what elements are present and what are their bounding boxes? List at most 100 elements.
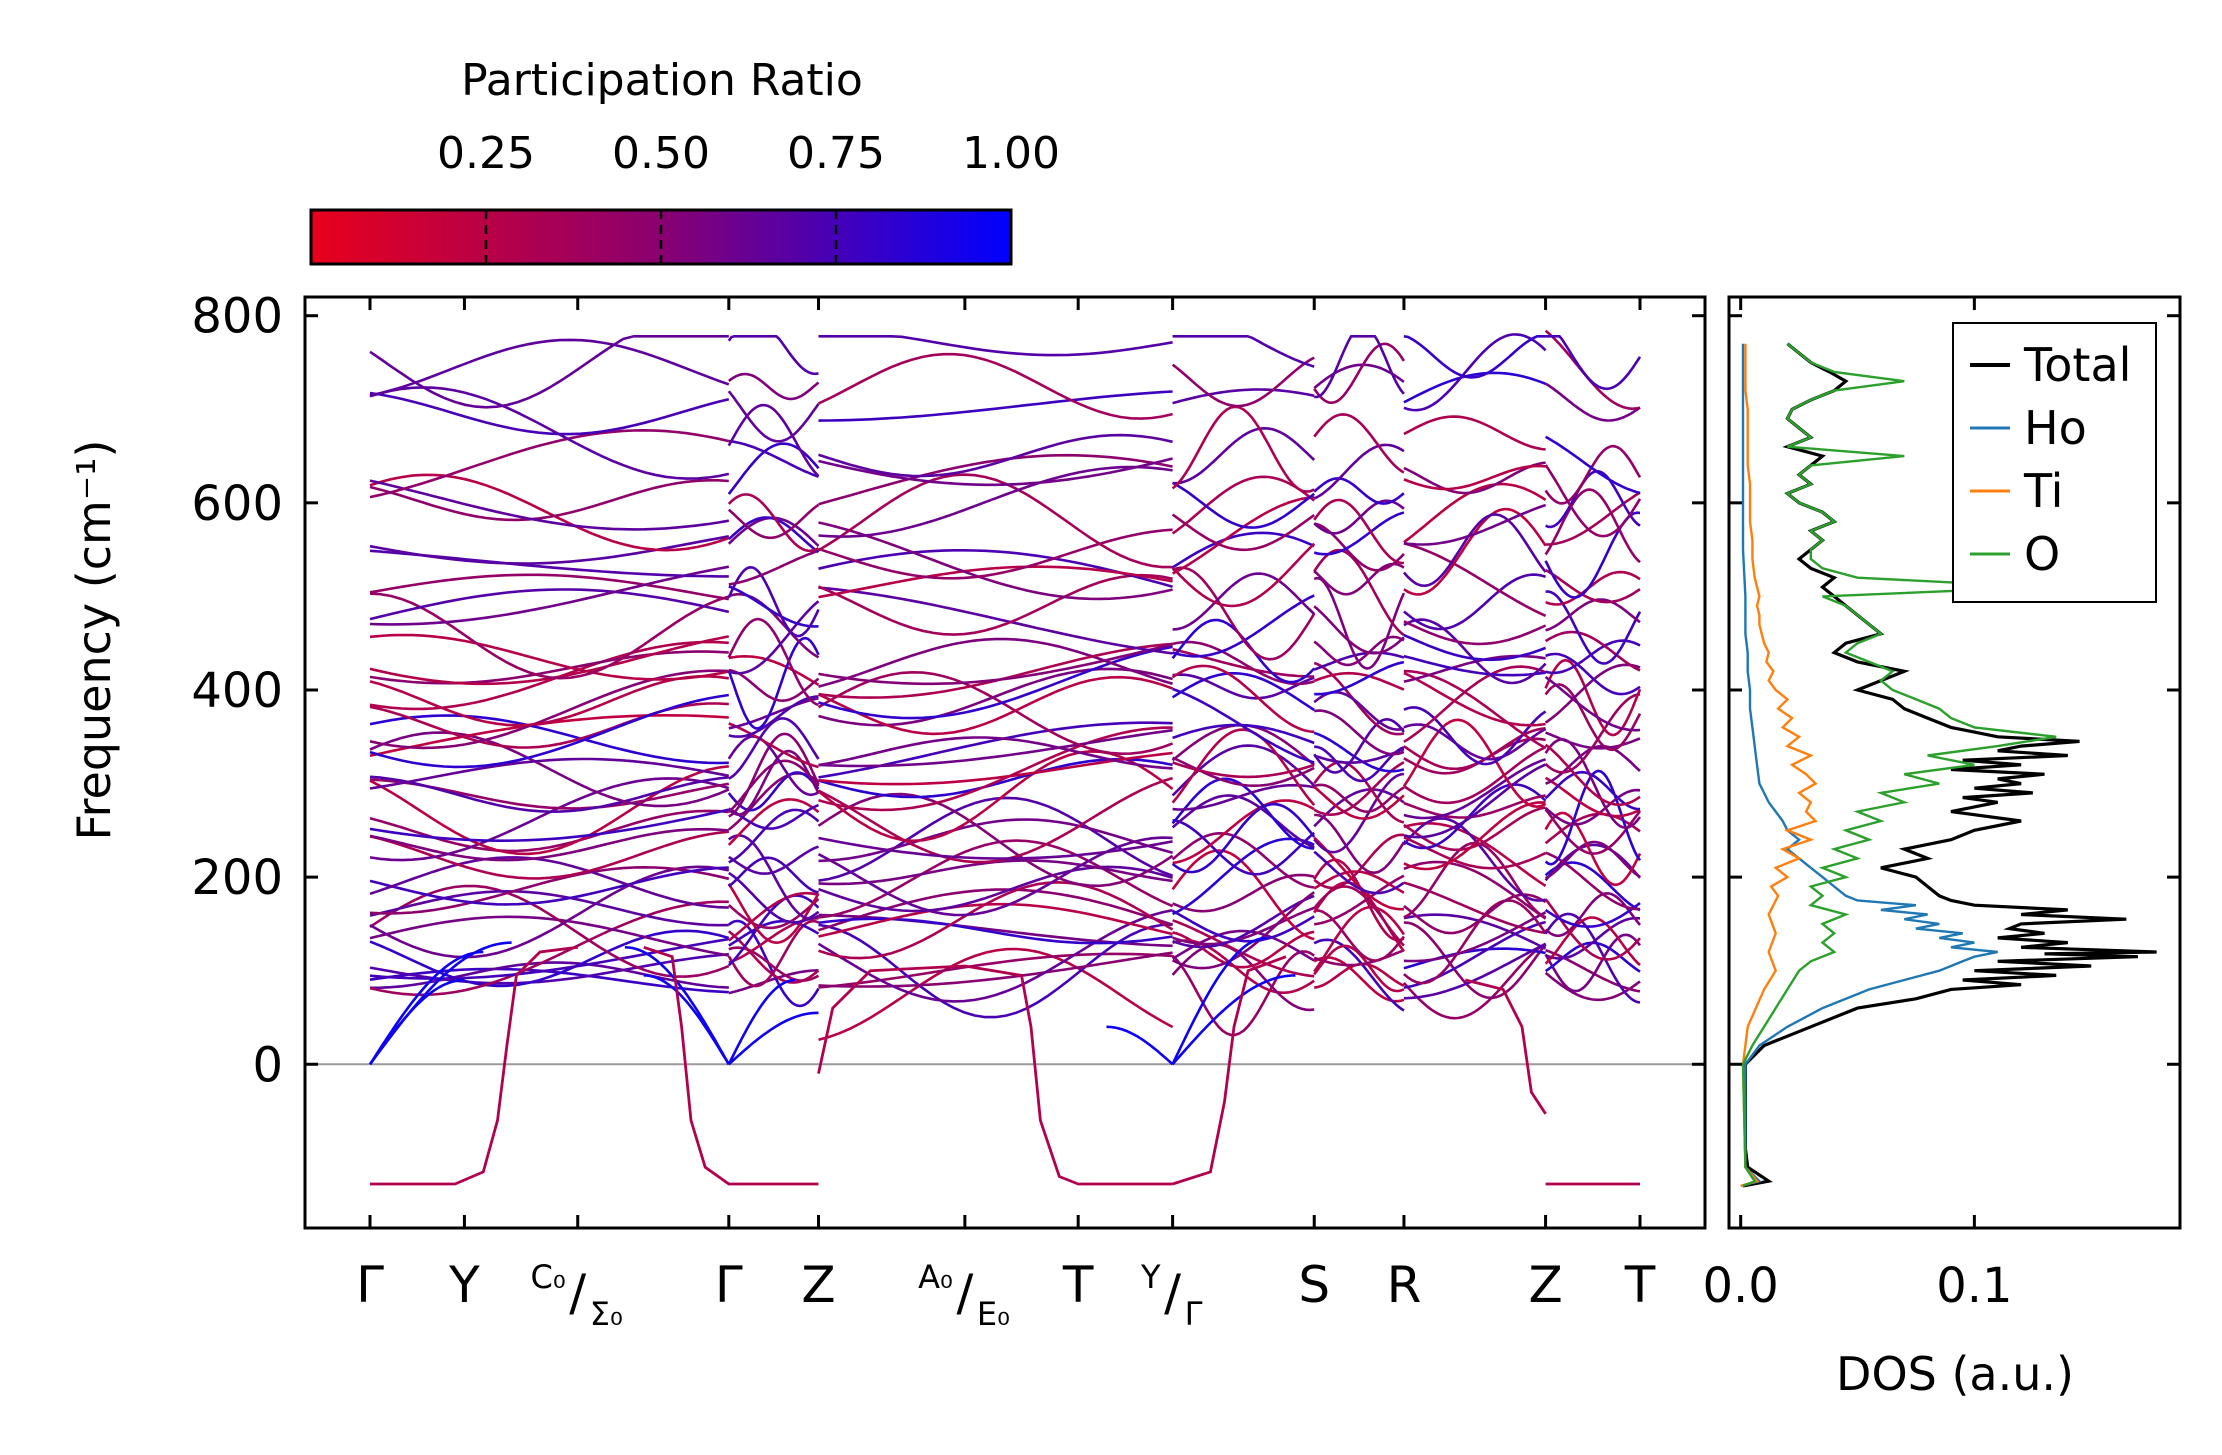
band-line xyxy=(727,493,820,553)
band-line xyxy=(369,827,729,862)
band-line xyxy=(818,951,1173,988)
band-line xyxy=(1403,503,1547,546)
band-line xyxy=(1403,665,1547,743)
band-line xyxy=(818,457,1173,487)
band-line xyxy=(1403,899,1547,985)
k-point-label: Z xyxy=(801,1256,835,1314)
band-line xyxy=(728,732,820,818)
acoustic-band-line xyxy=(1171,936,1268,1065)
band-line xyxy=(1402,942,1547,1020)
band-line xyxy=(1403,618,1547,685)
band-line xyxy=(1544,912,1641,1004)
band-line xyxy=(1403,822,1547,887)
band-line xyxy=(818,645,1173,720)
band-line xyxy=(1403,633,1547,662)
band-line xyxy=(727,617,819,707)
band-line xyxy=(1171,672,1315,712)
band-line xyxy=(1545,335,1642,391)
band-line xyxy=(1544,811,1642,887)
band-line xyxy=(818,465,1173,538)
band-line xyxy=(1403,806,1546,852)
band-line xyxy=(818,818,1173,863)
band-line xyxy=(1544,743,1641,806)
svg-text:/: / xyxy=(569,1264,586,1322)
k-point-label: S xyxy=(1298,1256,1330,1314)
band-line xyxy=(1544,630,1641,672)
band-line xyxy=(728,654,820,687)
band-line xyxy=(1171,664,1315,734)
band-line xyxy=(369,391,730,436)
band-line xyxy=(1313,511,1405,556)
band-line xyxy=(817,792,1174,888)
svg-text:Σ₀: Σ₀ xyxy=(590,1295,623,1333)
band-line xyxy=(1313,605,1405,655)
band-line xyxy=(728,919,820,947)
band-line xyxy=(1544,435,1641,495)
band-line xyxy=(1171,802,1316,874)
band-line xyxy=(1172,873,1315,913)
band-line xyxy=(369,669,729,750)
band-line xyxy=(727,390,820,443)
unstable-band-line xyxy=(370,945,578,1186)
band-line xyxy=(1403,654,1546,677)
band-line xyxy=(1544,840,1641,880)
band-line xyxy=(369,565,730,626)
colorbar-ticks: 0.25 0.50 0.75 1.00 xyxy=(437,128,1060,264)
band-line xyxy=(1403,947,1546,970)
acoustic-band-line xyxy=(727,978,796,1065)
band-line xyxy=(818,728,1173,768)
band-line xyxy=(818,902,1173,938)
colorbar-tick-label: 0.25 xyxy=(437,128,535,179)
unstable-band-line xyxy=(1172,955,1287,1186)
acoustic-band-line xyxy=(1106,1025,1174,1066)
band-line xyxy=(818,390,1173,422)
dos-panel: 0.0 0.1 DOS (a.u.) Total Ho Ti O xyxy=(1703,295,2182,1401)
band-line xyxy=(1313,785,1405,820)
band-line xyxy=(369,865,730,959)
band-line xyxy=(1544,902,1641,928)
band-line xyxy=(369,765,729,856)
band-line xyxy=(1403,507,1547,596)
dos-line-o xyxy=(1741,342,2057,1188)
band-line xyxy=(1171,513,1315,552)
band-line xyxy=(728,722,819,769)
band-line xyxy=(818,586,1173,655)
band-line xyxy=(369,693,729,769)
band-line xyxy=(818,521,1173,601)
band-line xyxy=(728,871,820,924)
y-tick-label: 400 xyxy=(191,663,283,719)
band-line xyxy=(818,923,1173,1019)
band-y-axis-label: Frequency (cm⁻¹) xyxy=(67,440,121,841)
band-line xyxy=(369,884,730,978)
band-line xyxy=(728,696,819,730)
colorbar: Participation Ratio 0.25 0.50 0.75 1.00 xyxy=(309,55,1060,266)
band-line xyxy=(728,668,820,703)
band-line xyxy=(369,856,729,909)
band-line xyxy=(369,929,730,988)
band-line xyxy=(369,937,730,980)
band-line xyxy=(1171,405,1315,493)
band-line xyxy=(1545,851,1640,911)
y-tick-label: 200 xyxy=(191,850,283,906)
band-line xyxy=(1403,542,1547,617)
band-line xyxy=(1545,469,1641,529)
band-line xyxy=(1172,388,1315,405)
unstable-band-line xyxy=(1464,978,1547,1115)
band-line xyxy=(369,757,730,790)
band-line xyxy=(1313,905,1405,973)
band-line xyxy=(1403,464,1546,491)
band-line xyxy=(1544,444,1642,505)
band-line xyxy=(1172,566,1316,661)
band-line xyxy=(1172,906,1315,946)
band-line xyxy=(1313,836,1404,911)
band-line xyxy=(817,352,1173,420)
unstable-band-line xyxy=(643,945,819,1186)
band-line xyxy=(1403,669,1547,750)
band-line xyxy=(727,771,820,812)
band-line xyxy=(1403,415,1546,451)
band-line xyxy=(1544,675,1641,732)
band-line xyxy=(1172,891,1315,970)
band-line xyxy=(818,335,1173,357)
band-line xyxy=(818,453,1173,506)
band-line xyxy=(818,565,1173,599)
